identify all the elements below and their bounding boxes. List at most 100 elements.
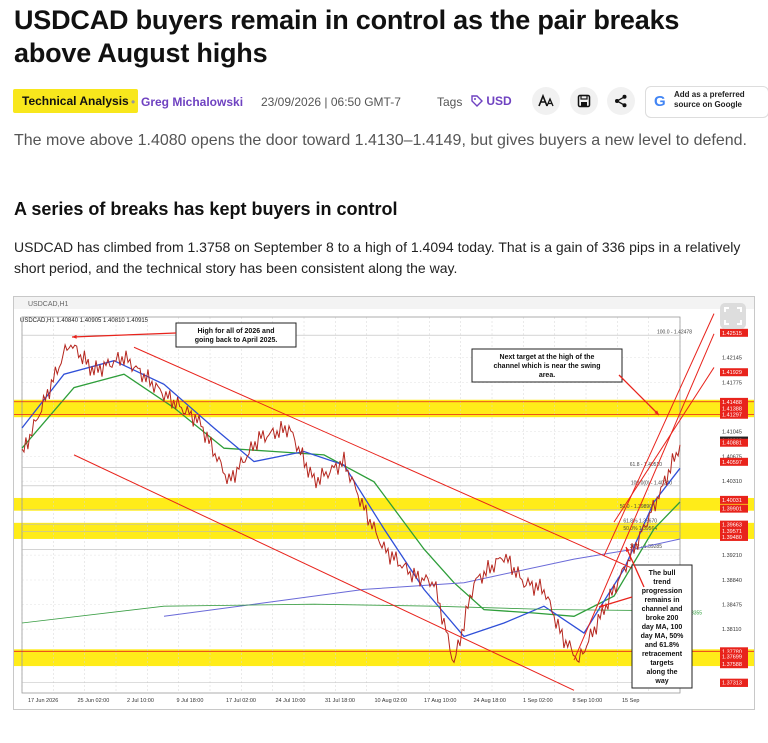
arrow-to-target-head [654,410,659,415]
article-headline: USDCAD buyers remain in control as the p… [14,5,680,68]
tag-usd-link[interactable]: USD [471,94,512,108]
share-button[interactable] [607,87,635,115]
fib-level-label: 61.8% 1.39670 [623,519,657,525]
price-label: 1.41488 [722,400,742,406]
fib-level-label: 100.0(0) - 1.40240 [631,480,672,486]
fib-level-label: 100.0 - 1.42478 [657,330,692,336]
annotation-line: Next target at the high of the [500,354,595,361]
channel-upper-trendline [133,346,681,590]
google-line-1: Add as a preferred [674,90,745,99]
price-label: 1.41388 [722,407,742,413]
x-tick-label: 17 Aug 10:00 [424,698,456,704]
ma-long-line [21,603,681,624]
annotation-box [175,322,297,348]
price-label-box [720,504,748,513]
x-tick-label: 25 Jun 02:00 [78,698,110,704]
x-tick-label: 17 Jul 02:00 [226,698,256,704]
ma-200-line [21,373,681,617]
annotation-line: area. [539,372,555,379]
annotation-line: channel and [642,606,683,613]
google-preferred-source-button[interactable]: G Add as a preferred source on Google [645,86,768,118]
meta-separator: • [131,95,136,109]
y-tick-label: 1.41775 [722,381,742,387]
fib-level-label: 38.2 - 1.39285 [630,544,662,550]
arrow-to-high [71,332,177,338]
fib-level-label: 61.8 - 1.40510 [630,462,662,468]
plot-frame [21,316,681,694]
arrow-to-high-head [72,334,77,339]
annotation-box [631,564,693,689]
price-label-box [720,526,748,535]
annotation-box [471,348,623,383]
price-label: 1.39901 [722,507,742,513]
annotation-line: along the [646,669,677,676]
annotation-line: remains in [644,597,679,604]
bull-channel-mid-trendline [613,367,715,523]
price-label: 1.37588 [722,662,742,668]
bull-channel-upper-trendline [603,313,715,556]
chart-window-title: USDCAD,H1 [28,301,69,308]
price-label-box [720,495,748,504]
section-heading: A series of breaks has kept buyers in co… [14,199,398,219]
price-label: 1.37313 [722,681,742,687]
fib-level-label: 50.0% 1.39564 [623,526,657,532]
x-tick-label: 24 Jul 10:00 [276,698,306,704]
font-size-button[interactable] [532,87,560,115]
annotation-line: progression [642,588,682,595]
price-label: 1.40597 [722,460,742,466]
publish-datetime: 23/09/2026 | 06:50 GMT-7 [261,95,401,109]
price-label: 1.39571 [722,529,742,535]
y-tick-label: 1.38475 [722,603,742,609]
annotation-line: day MA, 100 [642,624,683,631]
price-label-box [720,678,748,687]
y-tick-label: 1.41045 [722,430,742,436]
fullscreen-button[interactable] [720,303,746,329]
share-icon [615,94,627,108]
bull-channel-lower-trendline [573,333,715,661]
usdcad-chart: USDCAD,H1 USDCAD,H1 1.40840 1.40905 1.40… [14,297,754,704]
price-label: 1.37699 [722,655,742,661]
tags-label: Tags [437,95,463,109]
category-badge[interactable]: Technical Analysis [13,89,138,113]
annotation-line: and 61.8% [645,642,680,649]
y-tick-label: 1.38110 [722,627,741,633]
annotation-line: retracement [642,651,683,658]
x-tick-label: 15 Sep [622,698,639,704]
ma-label: 1.38355 [684,611,702,617]
x-tick-label: 31 Jul 18:00 [325,698,355,704]
article-paragraph: USDCAD has climbed from 1.3758 on Septem… [14,239,741,276]
annotation-line: trend [653,579,671,586]
x-tick-label: 2 Jul 10:00 [127,698,154,704]
price-label-box [720,328,748,337]
price-label-box [720,457,748,466]
x-tick-label: 8 Sep 10:00 [573,698,603,704]
price-label: 1.37780 [722,649,742,655]
annotation-line: The bull [649,570,676,577]
price-label: 1.42515 [722,331,742,337]
price-label: 1.40881 [722,441,742,447]
x-tick-label: 10 Aug 02:00 [375,698,407,704]
chart-image: USDCAD,H1 USDCAD,H1 1.40840 1.40905 1.40… [13,296,755,710]
save-button[interactable] [570,87,598,115]
y-tick-label: 1.39210 [722,553,742,559]
chart-titlebar [14,297,754,309]
article-subheadline: The move above 1.4080 opens the door tow… [14,132,747,149]
fullscreen-icon [724,307,742,325]
support-resistance-zone [14,522,754,539]
article-meta: Technical Analysis • Greg Michalowski 23… [13,86,768,118]
annotation-line: way [654,678,668,685]
annotation-next-target: Next target at the high of the channel wh… [471,348,623,383]
price-label: 1.40031 [722,498,742,504]
price-label: 1.39480 [722,535,742,541]
support-resistance-zone [14,399,754,418]
annotation-2026-high: High for all of 2026 and going back to Ap… [175,322,297,348]
y-tick-label: 1.42145 [722,356,742,362]
google-line-2: source on Google [674,100,743,109]
y-tick-label: 1.40675 [722,455,742,461]
y-tick-label: 1.38840 [722,578,742,584]
arrow-to-ma-head [626,547,630,552]
x-tick-label: 24 Aug 18:00 [474,698,506,704]
author-link[interactable]: Greg Michalowski [141,95,244,109]
tag-usd-label: USD [486,94,512,108]
ma-slow-line [163,538,681,617]
